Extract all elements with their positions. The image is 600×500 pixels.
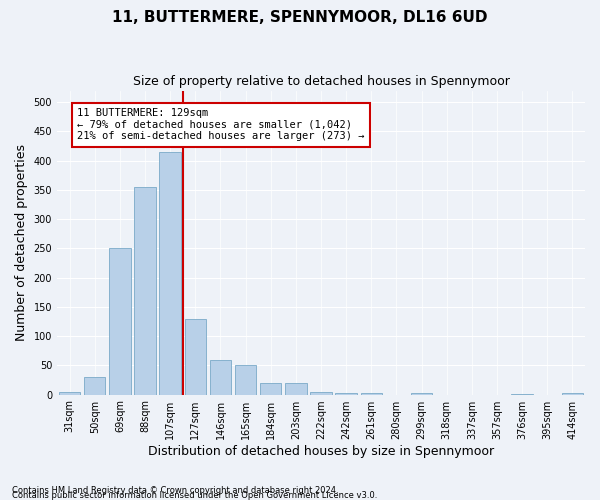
Bar xyxy=(84,377,106,394)
Bar xyxy=(160,152,181,394)
Bar xyxy=(260,383,281,394)
Bar xyxy=(134,187,156,394)
Bar xyxy=(109,248,131,394)
X-axis label: Distribution of detached houses by size in Spennymoor: Distribution of detached houses by size … xyxy=(148,444,494,458)
Text: 11 BUTTERMERE: 129sqm
← 79% of detached houses are smaller (1,042)
21% of semi-d: 11 BUTTERMERE: 129sqm ← 79% of detached … xyxy=(77,108,365,142)
Text: Contains public sector information licensed under the Open Government Licence v3: Contains public sector information licen… xyxy=(12,491,377,500)
Text: Contains HM Land Registry data © Crown copyright and database right 2024.: Contains HM Land Registry data © Crown c… xyxy=(12,486,338,495)
Y-axis label: Number of detached properties: Number of detached properties xyxy=(15,144,28,341)
Bar xyxy=(411,393,432,394)
Bar xyxy=(235,366,256,394)
Bar xyxy=(59,392,80,394)
Bar xyxy=(285,383,307,394)
Text: 11, BUTTERMERE, SPENNYMOOR, DL16 6UD: 11, BUTTERMERE, SPENNYMOOR, DL16 6UD xyxy=(112,10,488,25)
Bar xyxy=(335,393,357,394)
Bar xyxy=(310,392,332,394)
Bar xyxy=(185,318,206,394)
Bar xyxy=(210,360,231,394)
Title: Size of property relative to detached houses in Spennymoor: Size of property relative to detached ho… xyxy=(133,75,509,88)
